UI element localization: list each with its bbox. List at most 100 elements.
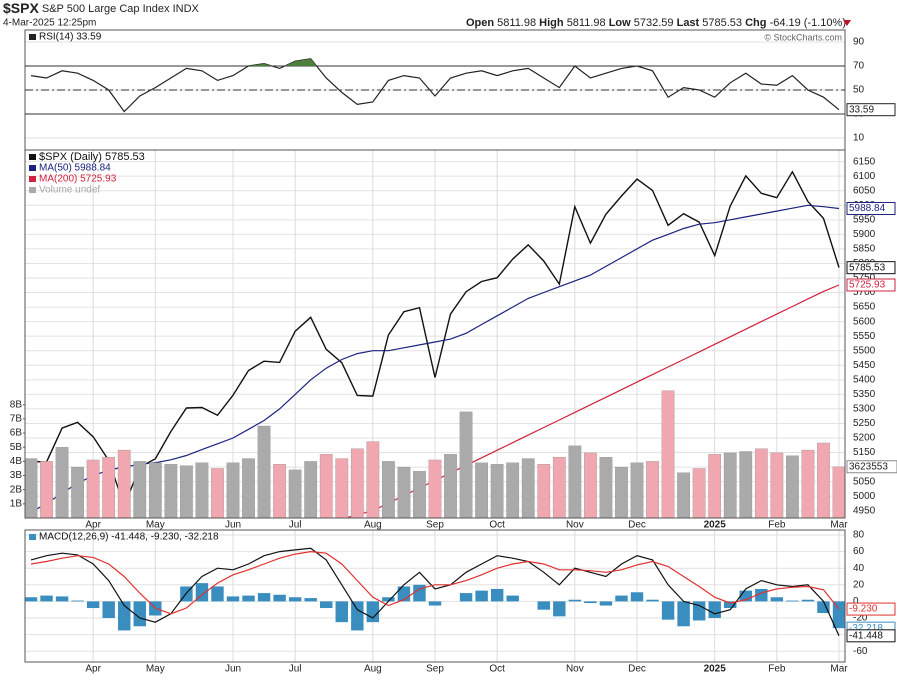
legend-swatch [29, 154, 36, 160]
legend-swatch [29, 165, 36, 171]
bar [754, 448, 768, 518]
price-tag-label: -9.230 [849, 604, 878, 615]
legend-entry: $SPX (Daily) 5785.53 [39, 151, 145, 163]
bar [770, 597, 784, 602]
bar [288, 469, 302, 518]
bar [351, 601, 364, 631]
x-tick-label: 2025 [704, 664, 727, 675]
bar [646, 461, 659, 518]
y2-tick-label: 7B [10, 414, 23, 425]
bar [366, 441, 380, 518]
x-tick-label: Feb [768, 520, 786, 531]
bar [615, 595, 628, 602]
x-tick-label: Jun [225, 664, 241, 675]
y-tick-label: 10 [853, 133, 865, 144]
bar [319, 454, 333, 518]
bar [180, 465, 193, 518]
bar [537, 601, 550, 610]
y-tick-label: 6050 [853, 185, 876, 196]
price-tag-label: 5725.93 [849, 280, 886, 291]
y-tick-label: 6100 [853, 171, 876, 182]
x-tick-label: Jul [289, 664, 302, 675]
bar [397, 466, 411, 518]
y-tick-label: 5200 [853, 433, 876, 444]
bar [257, 593, 271, 602]
x-tick-label: Oct [489, 664, 505, 675]
volume-tag: 3623553 [849, 461, 888, 472]
bar [661, 390, 675, 518]
bar [723, 452, 737, 518]
x-tick-label: Sep [426, 664, 444, 675]
bar [25, 458, 38, 518]
bar [832, 601, 845, 629]
legend-entry: MA(50) 5988.84 [39, 163, 111, 174]
bar [86, 459, 100, 518]
legend-entry: RSI(14) 33.59 [39, 32, 102, 43]
series-line [30, 547, 840, 637]
bar [599, 456, 613, 518]
bar [55, 596, 69, 602]
y-tick-label: 5250 [853, 418, 876, 429]
bar [615, 466, 628, 518]
bar [739, 590, 752, 602]
x-tick-label: Feb [768, 664, 786, 675]
panel [25, 530, 845, 662]
legend-swatch [29, 534, 36, 540]
x-tick-label: Jul [289, 520, 302, 531]
y-tick-label: 20 [853, 579, 865, 590]
price-tag-label: 33.59 [849, 104, 874, 115]
bar [692, 468, 706, 518]
overbought-fill [31, 58, 839, 66]
bar [708, 454, 722, 518]
y-tick-label: -20 [853, 613, 868, 624]
x-tick-label: Nov [566, 520, 584, 531]
exchange: INDX [173, 3, 200, 15]
bar [242, 595, 255, 602]
quote: Open 5811.98 High 5811.98 Low 5732.59 La… [466, 17, 846, 29]
bar [71, 600, 84, 602]
bar [304, 598, 317, 602]
bar [382, 597, 395, 602]
y-tick-label: 5550 [853, 331, 876, 342]
bar [786, 600, 799, 602]
y-tick-label: 5350 [853, 389, 876, 400]
bar [677, 601, 690, 627]
bar [553, 601, 566, 617]
bar [164, 464, 178, 518]
bar [102, 601, 115, 618]
price-tag [846, 202, 896, 216]
bar [242, 458, 255, 518]
bar [55, 447, 69, 518]
bar [646, 599, 659, 602]
bar [630, 592, 644, 602]
legend-swatch [29, 176, 36, 182]
y-tick-label: 5150 [853, 447, 876, 458]
chg-label: Chg [745, 17, 766, 29]
open: 5811.98 [497, 17, 536, 29]
series-line [30, 170, 840, 508]
legend-swatch [29, 187, 36, 193]
y-tick-label: 5450 [853, 360, 876, 371]
bar [350, 448, 364, 518]
bar [428, 601, 442, 606]
series-line [30, 550, 840, 615]
bar [490, 464, 504, 518]
bar [40, 595, 53, 602]
bar [599, 601, 613, 606]
x-tick-label: May [146, 664, 165, 675]
bar [304, 461, 318, 518]
bar [25, 597, 38, 602]
x-tick-label: Dec [628, 520, 646, 531]
bar [413, 471, 426, 518]
y2-tick-label: 1B [10, 498, 23, 509]
symbol-header: $SPX S&P 500 Large Cap Index INDX [3, 0, 200, 16]
low-label: Low [609, 17, 631, 29]
bar [552, 456, 566, 518]
price-tag [846, 602, 896, 616]
tag-box [846, 460, 897, 474]
y-tick-label: 6150 [853, 156, 876, 167]
x-tick-label: Apr [85, 520, 101, 531]
y-tick-label: 0 [853, 596, 859, 607]
y-tick-label: 5850 [853, 244, 876, 255]
bar [226, 596, 240, 602]
